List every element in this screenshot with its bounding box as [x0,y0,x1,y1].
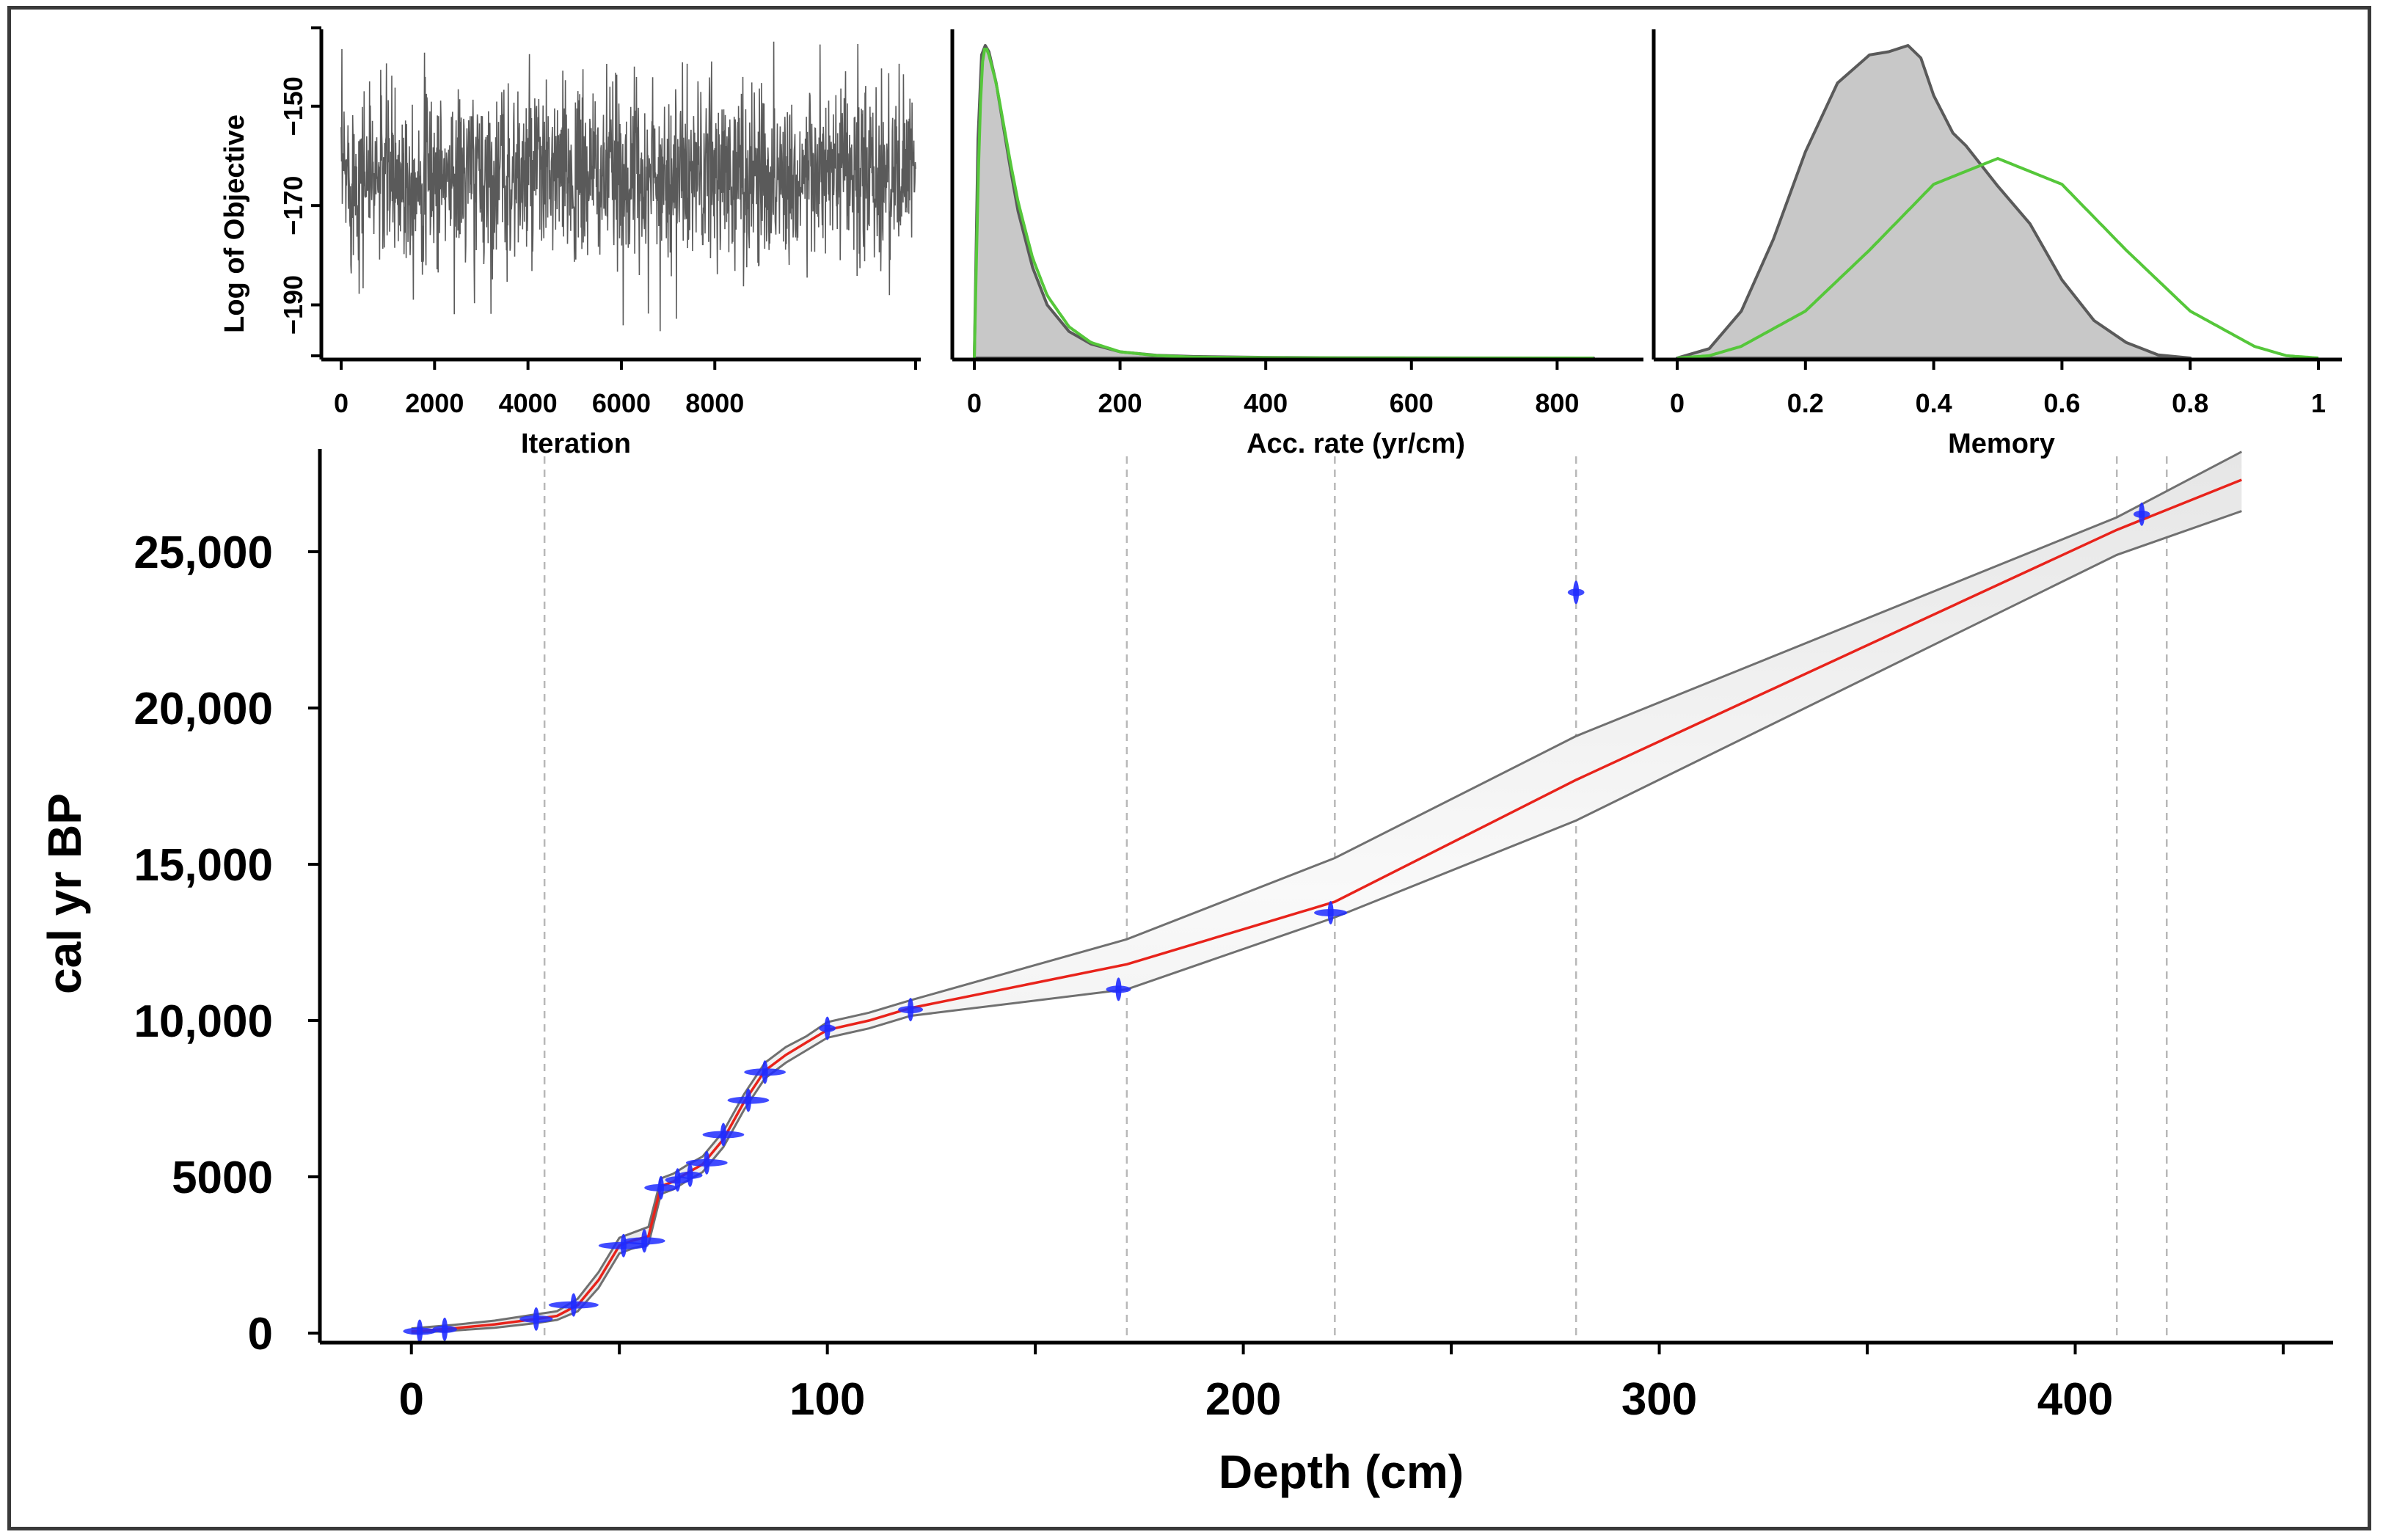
acc-rate-series [973,44,1595,360]
date-distribution-vertical [1573,580,1580,605]
age-tick-label: 10,000 [134,996,273,1047]
date-distribution-vertical [417,1319,423,1343]
density-x-tick-label: 0.4 [1916,388,1952,418]
density-x-tick-label: 1 [2311,388,2326,418]
trace-panel: 0 2000 4000 6000 8000−150−170−190 Iteration … [219,26,921,459]
age-axis-title: cal yr BP [38,793,91,994]
density-x-tick-label: 0.8 [2172,388,2208,418]
depth-tick-label: 0 [398,1374,423,1425]
memory-axes: 0 0.2 0.4 0.6 0.8 1 [1652,29,2342,418]
date-marker [702,1123,745,1147]
date-marker [403,1319,437,1343]
density-x-tick-label: 200 [1098,388,1142,418]
depth-tick-label: 100 [789,1374,865,1425]
density-x-tick-label: 800 [1535,388,1579,418]
date-distribution-vertical [908,998,914,1022]
memory-panel: 0 0.2 0.4 0.6 0.8 1 Memory [1652,29,2342,459]
trace-x-axis-title: Iteration [521,428,631,459]
date-distribution-vertical [1115,977,1122,1001]
age-model-band [411,450,2242,1335]
trace-x-tick-label: 2000 [405,388,464,418]
acc-rate-axes: 0 200 400 600 800 [950,29,1643,418]
trace-y-tick-label: −170 [278,176,308,236]
date-marker [2133,502,2150,526]
depth-tick-label: 400 [2037,1374,2113,1425]
age-depth-axes: 0 100 200 300 400 0 5000 10,000 15,000 20,000 25,0… [134,449,2333,1425]
age-tick-label: 0 [248,1309,273,1360]
prior-density-line [1676,156,2319,360]
age-tick-label: 20,000 [134,684,273,734]
memory-series [1676,44,2319,360]
date-distribution-vertical [620,1233,627,1258]
depth-axis-title: Depth (cm) [1219,1445,1464,1498]
depth-tick-label: 200 [1205,1374,1281,1425]
date-marker [644,1175,678,1200]
date-marker [677,1163,703,1187]
date-distribution-vertical [1327,901,1334,925]
date-distribution-vertical [704,1150,710,1175]
trace-x-tick-label: 0 [334,388,348,418]
date-distribution-vertical [674,1168,681,1192]
trace-line [340,41,916,332]
dated-samples [403,502,2150,1343]
age-range-fill [411,451,2242,1334]
date-distribution-vertical [2139,502,2145,526]
trace-x-tick-label: 4000 [499,388,558,418]
date-distribution-vertical [720,1123,726,1147]
memory-x-axis-title: Memory [1948,428,2055,459]
trace-axes: 0 2000 4000 6000 8000 −150 −170 −190 [278,26,921,418]
trace-series [340,41,916,332]
density-x-tick-label: 600 [1390,388,1434,418]
depth-tick-label: 300 [1621,1374,1697,1425]
acc-rate-panel: 0 200 400 600 800 Acc. rate (yr/cm) [950,29,1643,459]
date-distribution-vertical [824,1016,831,1040]
date-marker [519,1307,553,1331]
age-tick-label: 15,000 [134,840,273,891]
date-marker [744,1060,786,1084]
density-x-tick-label: 400 [1244,388,1288,418]
posterior-density [973,44,1595,360]
age-depth-panel: 0 100 200 300 400 0 5000 10,000 15,000 20,000 25,0… [38,449,2333,1498]
date-marker [685,1150,728,1175]
date-distribution-vertical [687,1163,693,1187]
trace-y-tick-label: −150 [278,76,308,136]
age-tick-label: 25,000 [134,528,273,578]
trace-x-tick-label: 8000 [685,388,744,418]
date-distribution-vertical [570,1293,577,1317]
lower-range-line [411,510,2242,1335]
density-x-tick-label: 0.6 [2043,388,2080,418]
trace-y-tick-label: −190 [278,275,308,335]
date-distribution-vertical [657,1175,664,1200]
density-x-tick-label: 0 [1670,388,1685,418]
density-x-tick-label: 0 [967,388,982,418]
date-marker [819,1016,836,1040]
acc-rate-x-axis-title: Acc. rate (yr/cm) [1247,428,1465,459]
trace-x-tick-label: 6000 [592,388,651,418]
date-distribution-vertical [641,1229,648,1253]
date-marker [1106,977,1131,1001]
date-distribution-vertical [745,1088,751,1112]
date-distribution-vertical [762,1060,768,1084]
trace-y-axis-title: Log of Objective [219,114,250,333]
date-distribution-vertical [442,1317,448,1341]
date-marker [898,998,924,1022]
date-marker [432,1317,458,1341]
prior-density-line [973,47,1594,360]
date-marker [1313,901,1348,925]
date-distribution-vertical [533,1307,539,1331]
date-marker [548,1293,599,1317]
age-tick-label: 5000 [172,1153,273,1203]
density-x-tick-label: 0.2 [1787,388,1824,418]
figure-frame [7,6,2371,1530]
date-marker [727,1088,770,1112]
date-marker [623,1229,665,1253]
date-marker [1567,580,1585,605]
posterior-density [1676,44,2192,360]
